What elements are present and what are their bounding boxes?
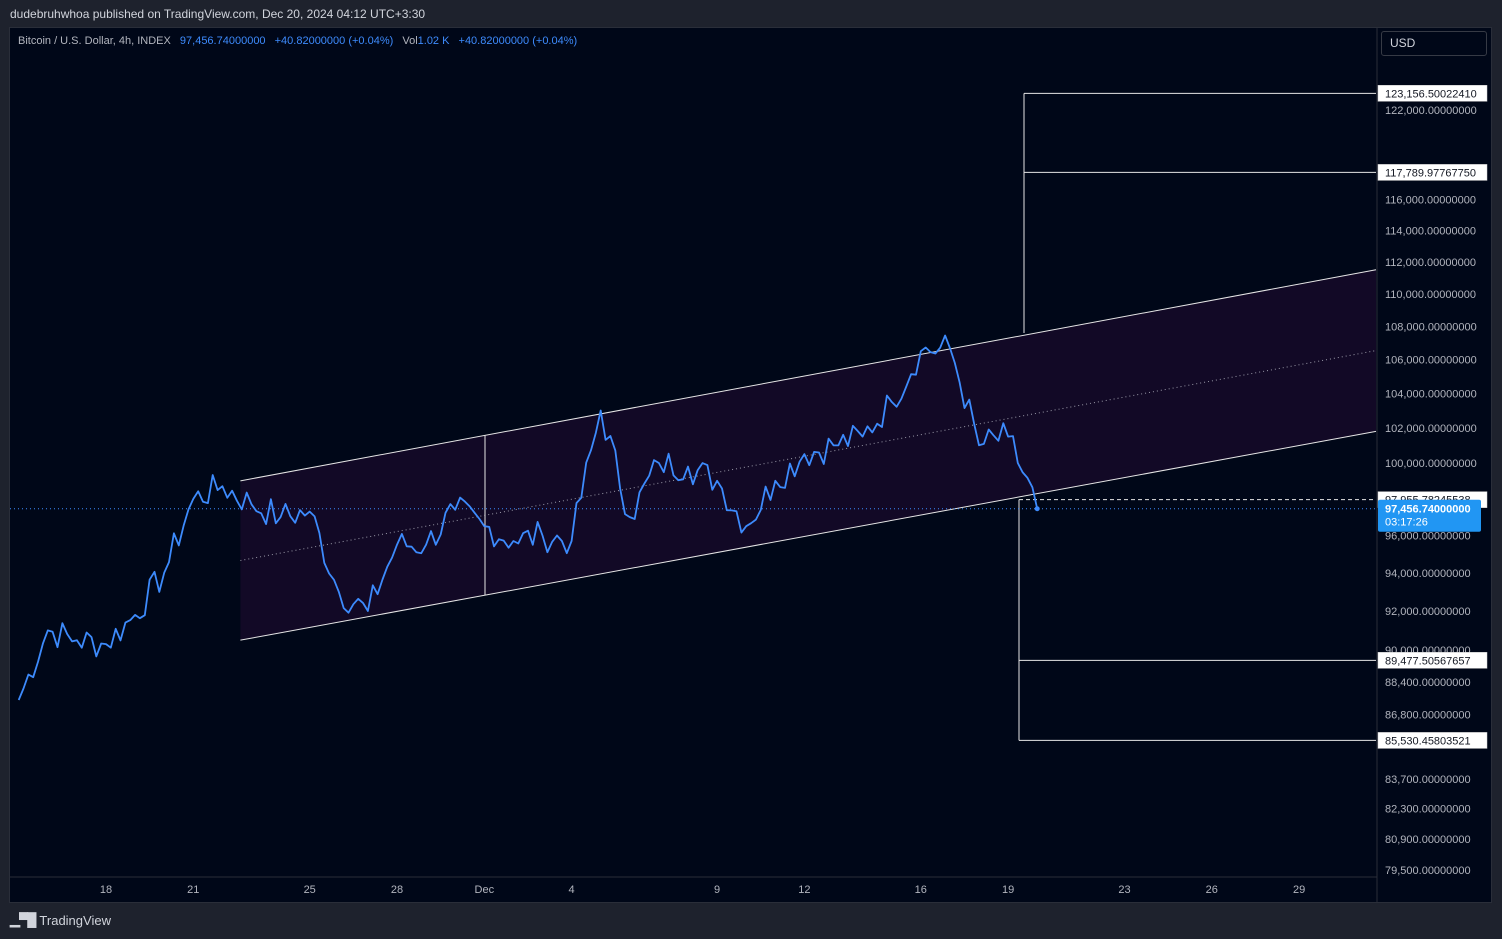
y-tick-label: 106,000.00000000	[1385, 355, 1477, 367]
x-tick-label: 19	[1002, 884, 1014, 896]
chart-legend: Bitcoin / U.S. Dollar, 4h, INDEX 97,456.…	[18, 35, 583, 47]
y-tick-label: 79,500.00000000	[1385, 865, 1471, 877]
x-tick-label: 21	[187, 884, 199, 896]
y-tick-label: 94,000.00000000	[1385, 568, 1471, 580]
footer-bar	[0, 903, 1502, 939]
x-tick-label: 16	[915, 884, 927, 896]
y-tick-label: 122,000.00000000	[1385, 105, 1477, 117]
symbol-label: Bitcoin / U.S. Dollar, 4h, INDEX	[18, 35, 171, 47]
tradingview-logo-icon: ▁▀█	[10, 912, 36, 927]
channel-upper-line	[240, 269, 1377, 482]
top-bar: dudebruhwhoa published on TradingView.co…	[0, 0, 1502, 27]
y-tick-label: 110,000.00000000	[1385, 289, 1476, 301]
x-tick-label: 4	[569, 884, 575, 896]
level-label: 85,530.45803521	[1385, 735, 1471, 747]
countdown-label: 03:17:26	[1385, 517, 1428, 529]
tradingview-logo-label: TradingView	[39, 912, 111, 928]
y-tick-label: 102,000.00000000	[1385, 423, 1477, 435]
last-price-dot	[1034, 506, 1040, 512]
y-tick-label: 86,800.00000000	[1385, 709, 1471, 721]
level-label-box	[1377, 164, 1488, 181]
volume-change: +40.82000000 (+0.04%)	[458, 35, 578, 47]
x-tick-label: Dec	[475, 884, 495, 896]
y-tick-label: 92,000.00000000	[1385, 606, 1471, 618]
price-series-line	[17, 334, 1039, 701]
x-tick-label: 18	[100, 884, 112, 896]
price-change-legend: +40.82000000 (+0.04%)	[274, 35, 394, 47]
last-price-badge	[1378, 499, 1481, 532]
x-tick-label: 29	[1293, 884, 1305, 896]
x-tick-label: 9	[714, 884, 720, 896]
level-label: 117,789.97767750	[1385, 167, 1476, 179]
volume-label: Vol	[402, 35, 418, 47]
x-tick-label: 12	[798, 884, 810, 896]
x-tick-label: 28	[391, 884, 403, 896]
x-tick-label: 23	[1118, 884, 1130, 896]
y-tick-label: 88,400.00000000	[1385, 677, 1471, 689]
y-tick-label: 116,000.00000000	[1385, 195, 1476, 207]
y-tick-label: 96,000.00000000	[1385, 530, 1471, 542]
y-tick-label: 80,900.00000000	[1385, 834, 1471, 846]
y-tick-label: 83,700.00000000	[1385, 774, 1471, 786]
y-tick-label: 104,000.00000000	[1385, 388, 1477, 400]
currency-selector[interactable]: USD	[1381, 31, 1487, 56]
publisher-line: dudebruhwhoa published on TradingView.co…	[10, 7, 426, 21]
channel-fill	[240, 269, 1376, 641]
level-label: 123,156.50022410	[1385, 88, 1477, 100]
volume-value: 1.02 K	[417, 35, 450, 47]
last-price-legend: 97,456.74000000	[179, 35, 266, 47]
last-price-badge-value: 97,456.74000000	[1385, 504, 1471, 516]
y-tick-label: 112,000.00000000	[1385, 257, 1476, 269]
y-tick-label: 114,000.00000000	[1385, 225, 1476, 237]
channel-lower-line	[240, 430, 1377, 641]
x-tick-label: 26	[1206, 884, 1218, 896]
level-label-box	[1377, 652, 1488, 669]
level-label-box	[1377, 732, 1488, 749]
level-label-box	[1377, 85, 1488, 102]
x-tick-label: 25	[304, 884, 316, 896]
y-tick-label: 108,000.00000000	[1385, 321, 1477, 333]
level-label: 89,477.50567657	[1385, 655, 1471, 667]
tradingview-logo[interactable]: ▁▀█ TradingView	[10, 912, 111, 928]
y-tick-label: 100,000.00000000	[1385, 458, 1477, 470]
y-tick-label: 82,300.00000000	[1385, 804, 1471, 816]
channel-mid-line	[240, 350, 1377, 561]
